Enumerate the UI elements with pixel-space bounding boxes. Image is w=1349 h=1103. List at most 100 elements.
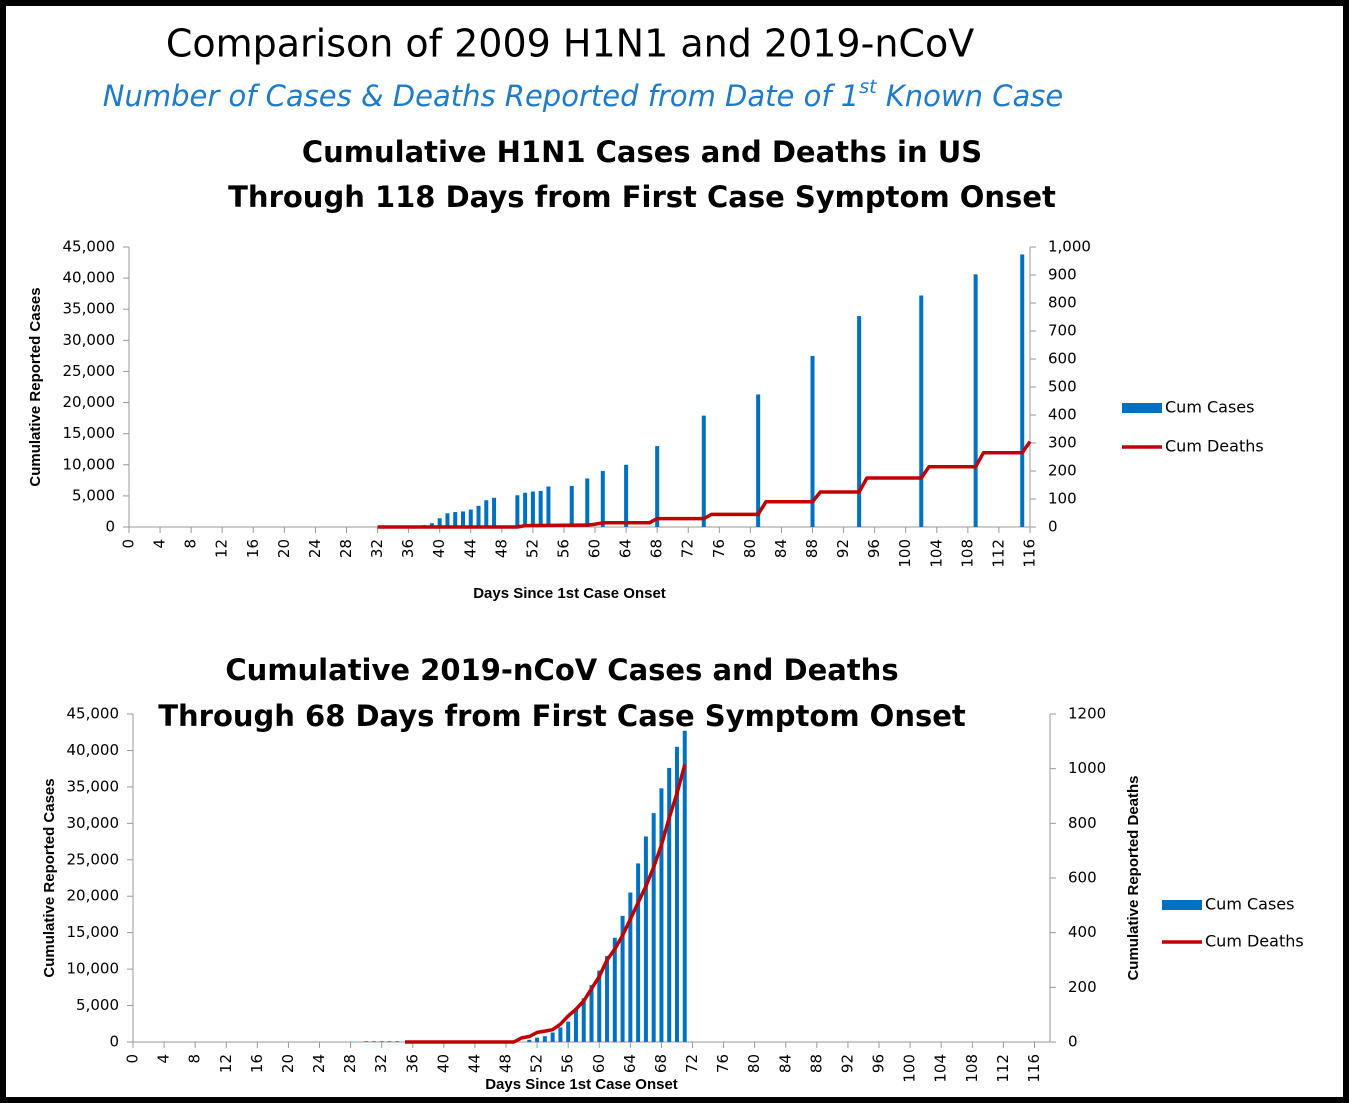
x-tick-label: 12 (213, 539, 231, 558)
x-tick-label: 84 (776, 1054, 794, 1073)
chart-title: Cumulative H1N1 Cases and Deaths in US (302, 135, 982, 169)
bar (973, 274, 978, 527)
page-subtitle: Number of Cases & Deaths Reported from D… (103, 76, 1063, 114)
y-tick-label: 15,000 (67, 923, 120, 941)
x-tick-label: 108 (958, 539, 976, 568)
bar (659, 788, 664, 1042)
y-tick-label: 45,000 (67, 705, 120, 723)
y2-tick-label: 600 (1068, 869, 1097, 887)
chart-title: Cumulative 2019-nCoV Cases and Deaths (225, 653, 898, 687)
bar (597, 970, 602, 1042)
bar (600, 471, 605, 527)
x-tick-label: 16 (248, 1054, 266, 1073)
bar (636, 863, 641, 1042)
y2-tick-label: 100 (1048, 490, 1077, 508)
x-tick-label: 28 (337, 539, 355, 558)
bar (542, 1036, 547, 1042)
bar (667, 767, 672, 1042)
x-tick-label: 20 (279, 1054, 297, 1073)
y2-tick-label: 700 (1048, 322, 1077, 340)
bar (484, 500, 489, 527)
y2-tick-label: 0 (1048, 518, 1058, 536)
bar (585, 478, 590, 527)
y-tick-label: 25,000 (63, 362, 116, 380)
y-tick-label: 45,000 (63, 238, 116, 256)
bar (919, 295, 924, 527)
x-tick-label: 100 (896, 539, 914, 568)
x-tick-label: 104 (927, 539, 945, 568)
bar (682, 730, 687, 1042)
bar (651, 813, 656, 1042)
line (405, 764, 687, 1044)
y-tick-label: 40,000 (63, 269, 116, 287)
y2-tick-label: 300 (1048, 434, 1077, 452)
x-tick-label: 56 (554, 539, 572, 558)
y-axis-label: Cumulative Reported Cases (27, 287, 44, 486)
bar (445, 513, 450, 527)
x-tick-label: 80 (741, 539, 759, 558)
bar (605, 955, 610, 1042)
legend-label: Cum Cases (1165, 398, 1254, 417)
page-title: Comparison of 2009 H1N1 and 2019-nCoV (166, 22, 974, 66)
x-tick-label: 92 (838, 1054, 856, 1073)
bar (530, 491, 535, 527)
x-tick-label: 108 (963, 1054, 981, 1083)
x-tick-label: 100 (901, 1054, 919, 1083)
legend-label: Cum Cases (1205, 895, 1294, 914)
bar (429, 523, 434, 527)
bar (612, 937, 617, 1042)
y2-tick-label: 1200 (1068, 705, 1106, 723)
x-tick-label: 20 (275, 539, 293, 558)
legend-swatch (1162, 900, 1202, 910)
x-tick-label: 0 (120, 539, 138, 549)
bar (643, 836, 648, 1042)
y-tick-label: 35,000 (63, 300, 116, 318)
y-tick-label: 20,000 (67, 887, 120, 905)
bar (569, 485, 574, 527)
x-tick-label: 84 (772, 539, 790, 558)
bar (515, 495, 520, 527)
x-tick-label: 80 (745, 1054, 763, 1073)
x-tick-label: 60 (590, 1054, 608, 1073)
legend-swatch (1122, 403, 1162, 413)
x-tick-label: 72 (683, 1054, 701, 1073)
bar (476, 505, 481, 527)
bar (573, 1009, 578, 1042)
y2-tick-label: 500 (1048, 378, 1077, 396)
y2-tick-label: 1000 (1068, 759, 1106, 777)
y-tick-label: 0 (109, 1033, 119, 1051)
x-tick-label: 112 (994, 1054, 1012, 1083)
bar (1020, 254, 1025, 527)
bar (628, 892, 633, 1042)
x-tick-label: 48 (492, 539, 510, 558)
x-tick-label: 68 (652, 1054, 670, 1073)
bar (624, 464, 629, 527)
bar (371, 1041, 376, 1042)
x-tick-label: 64 (621, 1054, 639, 1073)
bar (437, 518, 442, 527)
x-tick-label: 0 (124, 1054, 142, 1064)
y-tick-label: 15,000 (63, 424, 116, 442)
subtitle-text: Number of Cases & Deaths Reported from D… (103, 79, 859, 113)
x-tick-label: 8 (182, 539, 200, 549)
x-tick-label: 64 (617, 539, 635, 558)
x-tick-label: 36 (399, 539, 417, 558)
bar (756, 394, 761, 527)
bar (550, 1032, 555, 1042)
x-tick-label: 96 (865, 539, 883, 558)
bar (468, 509, 473, 527)
chart-title: Through 118 Days from First Case Symptom… (228, 180, 1056, 214)
y-tick-label: 0 (105, 518, 115, 536)
y2-tick-label: 800 (1048, 294, 1077, 312)
y-tick-label: 30,000 (67, 814, 120, 832)
bar (581, 998, 586, 1042)
x-tick-label: 40 (430, 539, 448, 558)
x-tick-label: 28 (341, 1054, 359, 1073)
bar (387, 1041, 392, 1042)
x-tick-label: 40 (434, 1054, 452, 1073)
y-tick-label: 20,000 (63, 393, 116, 411)
bar (535, 1037, 540, 1042)
bar (674, 746, 679, 1042)
